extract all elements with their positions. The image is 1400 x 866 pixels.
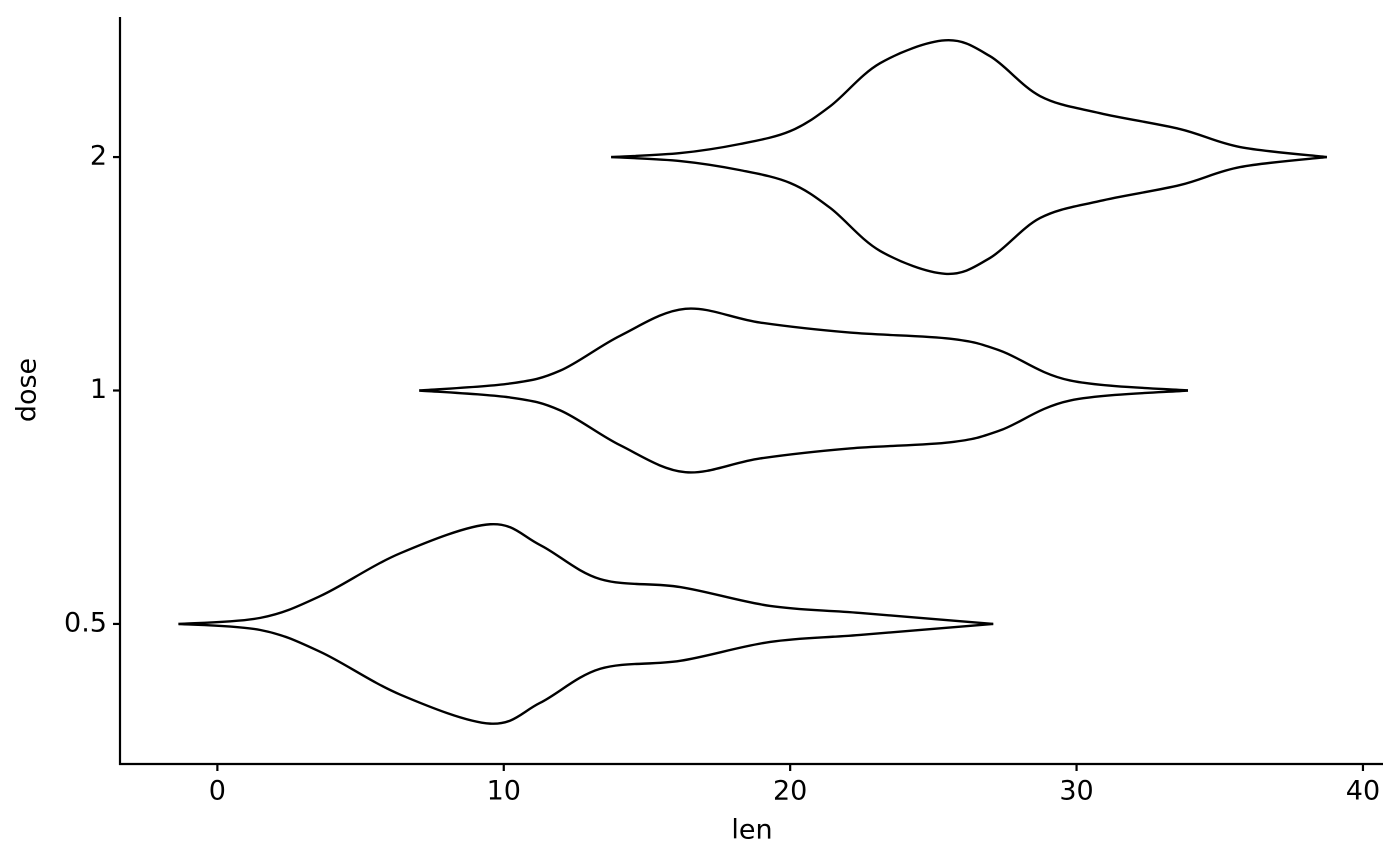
x-tick-label: 10 [487,776,521,807]
x-tick-label: 40 [1346,776,1380,807]
y-axis-label: dose [12,358,43,422]
x-tick-label: 30 [1059,776,1093,807]
violin-upper [419,307,1189,392]
x-tick-label: 20 [773,776,807,807]
y-tick-label: 2 [90,141,107,172]
violin-upper [178,523,994,626]
violin-lower [419,389,1189,474]
y-tick-label: 0.5 [64,607,107,638]
violin-lower [611,155,1328,276]
x-axis-label: len [731,815,772,846]
x-tick-label: 0 [209,776,226,807]
violin-lower [178,622,994,725]
y-tick-label: 1 [90,374,107,405]
violin-upper [611,39,1328,159]
